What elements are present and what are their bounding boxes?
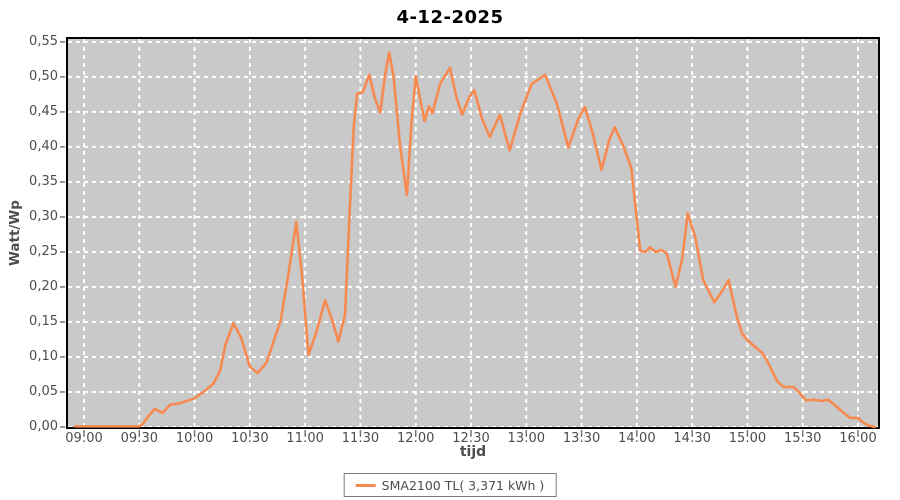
x-tick-label: 14:30	[673, 431, 711, 446]
legend: SMA2100 TL( 3,371 kWh )	[343, 473, 557, 497]
x-tick-label: 16:00	[839, 431, 877, 446]
y-tick-label: 0,30	[29, 208, 58, 224]
y-tick-label: 0,35	[29, 173, 58, 189]
y-tick-label: 0,50	[29, 68, 58, 84]
x-tick-label: 15:30	[783, 431, 822, 446]
plot-border	[66, 37, 880, 429]
legend-line-swatch	[355, 483, 376, 487]
x-tick-label: 12:00	[396, 431, 435, 446]
y-tick-label: 0,20	[29, 278, 58, 294]
chart-title: 4-12-2025	[396, 7, 504, 28]
plot-area	[60, 37, 880, 435]
x-tick-label: 09:00	[65, 431, 103, 446]
x-tick-label: 10:30	[231, 431, 269, 446]
x-tick-label: 11:30	[341, 431, 380, 446]
x-tick-label: 13:00	[507, 431, 546, 446]
x-tick-label: 15:00	[728, 431, 767, 446]
x-tick-label: 09:30	[120, 431, 159, 446]
y-tick-label: 0,55	[29, 33, 58, 49]
plot-background	[66, 37, 880, 429]
x-tick-label: 10:00	[175, 431, 214, 446]
y-tick-label: 0,05	[29, 383, 58, 399]
y-tick-label: 0,00	[29, 419, 58, 434]
series-line-sma2100	[73, 51, 876, 429]
y-tick-label: 0,15	[29, 313, 58, 329]
legend-label: SMA2100 TL( 3,371 kWh )	[381, 477, 545, 493]
x-tick-label: 13:30	[562, 431, 601, 446]
x-axis-label: tijd	[459, 444, 487, 460]
y-tick-label: 0,10	[29, 348, 58, 364]
y-axis-label: Watt/Wp	[7, 200, 23, 266]
y-tick-label: 0,25	[29, 243, 58, 259]
y-tick-label: 0,40	[29, 138, 58, 154]
x-tick-label: 12:30	[452, 431, 490, 446]
x-tick-label: 11:00	[286, 431, 324, 446]
y-tick-label: 0,45	[29, 103, 58, 119]
x-tick-label: 14:00	[618, 431, 656, 446]
